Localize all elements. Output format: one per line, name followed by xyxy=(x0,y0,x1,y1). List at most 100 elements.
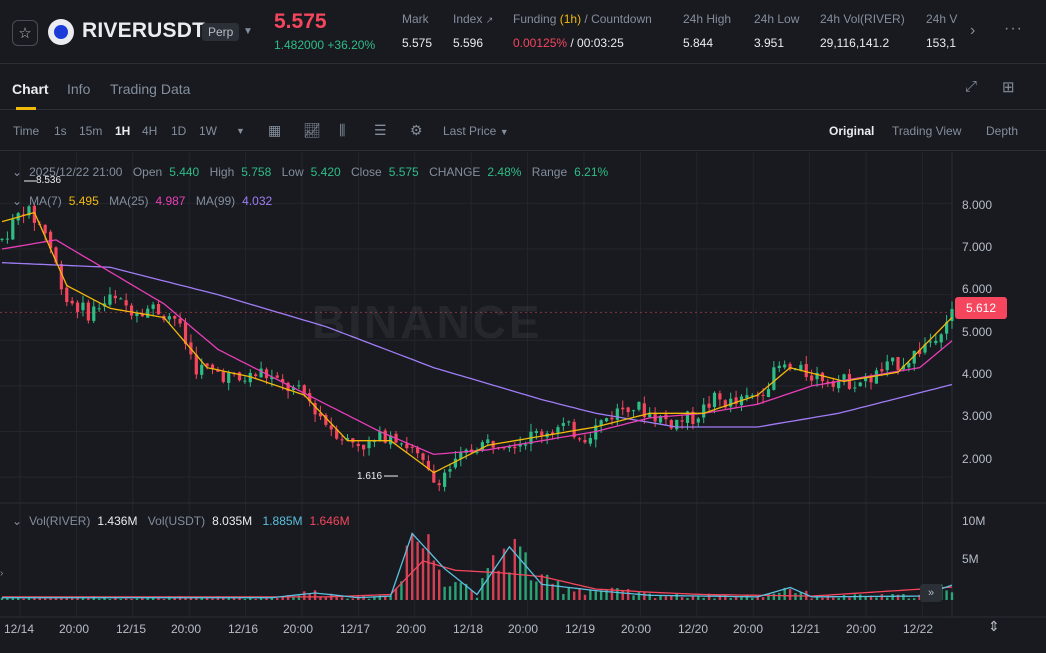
funding-stat: Funding (1h) / Countdown 0.00125% / 00:0… xyxy=(513,12,652,50)
indicator-chart-icon[interactable]: 📈︎ xyxy=(303,122,321,138)
layout-grid-icon[interactable]: ⊞ xyxy=(1002,79,1015,96)
price-type-select[interactable]: Last Price ▼ xyxy=(443,124,509,138)
scroll-to-latest-icon[interactable]: » xyxy=(920,584,942,602)
volume-bar xyxy=(691,596,695,600)
candle-type-icon[interactable]: ⫼ xyxy=(339,122,346,138)
candle-body xyxy=(200,364,204,375)
24h-high-label: 24h High xyxy=(683,12,732,26)
price-change: 1.482000 +36.20% xyxy=(274,38,375,52)
interval-4h[interactable]: 4H xyxy=(142,124,158,138)
candle-body xyxy=(658,415,663,423)
price-tick: 8.000 xyxy=(962,198,993,212)
collapse-icon[interactable]: ⌄ xyxy=(12,165,23,179)
volume-bar xyxy=(562,594,565,600)
candle-body xyxy=(243,380,247,382)
view-original[interactable]: Original xyxy=(829,124,875,138)
expand-icon[interactable]: ⤢ xyxy=(965,78,978,95)
favorite-star-icon[interactable]: ☆ xyxy=(12,20,38,46)
settings-sliders-icon[interactable]: ☰ xyxy=(374,122,387,138)
candle-body xyxy=(270,377,274,380)
volume-bar xyxy=(864,596,867,600)
vol-collapse-icon[interactable]: ⌄ xyxy=(12,514,23,528)
time-tick: 20:00 xyxy=(508,622,539,636)
symbol-dropdown-icon[interactable]: ▼ xyxy=(243,26,253,37)
low-label: Low xyxy=(281,165,304,179)
calendar-icon[interactable]: ▦ xyxy=(268,122,282,138)
candle-body xyxy=(788,363,792,370)
candle-body xyxy=(891,357,895,362)
candle-body xyxy=(156,304,161,315)
ma-legend: ⌄ MA(7) 5.495 MA(25) 4.987 MA(99) 4.032 xyxy=(12,194,279,208)
view-trading-view[interactable]: Trading View xyxy=(892,124,962,138)
candle-body xyxy=(696,418,700,423)
candle-body xyxy=(702,404,706,418)
volume-bar xyxy=(702,597,705,600)
candle-body xyxy=(108,294,112,305)
interval-15m[interactable]: 15m xyxy=(79,124,103,138)
volume-bar xyxy=(297,595,301,600)
candle-body xyxy=(847,373,852,389)
volume-bar xyxy=(718,595,722,600)
gear-icon[interactable]: ⚙ xyxy=(410,122,423,138)
ma-collapse-icon[interactable]: ⌄ xyxy=(12,194,23,208)
volume-bar xyxy=(238,597,241,600)
more-options-icon[interactable]: ··· xyxy=(1004,20,1023,37)
interval-1d[interactable]: 1D xyxy=(171,124,187,138)
ma25-value: 4.987 xyxy=(155,194,186,208)
tab-trading-data[interactable]: Trading Data xyxy=(110,81,191,97)
volume-bar xyxy=(162,598,166,600)
candle-body xyxy=(259,368,263,378)
volume-bar xyxy=(49,597,52,600)
volume-bar xyxy=(794,593,797,600)
candle-body xyxy=(896,357,900,370)
volume-bar xyxy=(0,597,4,600)
volume-bar xyxy=(394,588,398,600)
volume-bar xyxy=(540,574,543,600)
volume-bar xyxy=(886,597,889,600)
price-chart[interactable] xyxy=(0,152,1046,653)
volume-bar xyxy=(491,555,495,600)
volume-bar xyxy=(384,596,387,600)
funding-interval: (1h) xyxy=(559,12,582,26)
candle-body xyxy=(923,344,927,353)
candle-body xyxy=(734,397,738,405)
expand-left-icon[interactable]: › xyxy=(0,568,4,579)
volume-bar xyxy=(11,597,14,600)
volume-bar xyxy=(259,597,263,600)
volume-bar xyxy=(97,598,101,600)
candle-body xyxy=(729,398,733,407)
interval-1s[interactable]: 1s xyxy=(54,124,67,138)
volume-bar xyxy=(70,598,74,600)
candle-body xyxy=(426,460,431,470)
high-annotation: 8.536 xyxy=(36,175,62,186)
tab-info[interactable]: Info xyxy=(67,81,91,97)
auto-scale-icon[interactable]: ⇕ xyxy=(988,618,1000,634)
high-label: High xyxy=(209,165,235,179)
volume-bar xyxy=(589,589,592,600)
candle-body xyxy=(297,385,301,387)
chevron-right-icon[interactable]: › xyxy=(970,22,976,39)
candle-body xyxy=(594,425,598,440)
volume-bar xyxy=(119,598,122,600)
volume-bar xyxy=(432,560,436,600)
index-label-text: Index xyxy=(453,12,483,26)
volume-bar xyxy=(643,592,646,600)
volume-bar xyxy=(281,597,284,600)
volume-bar xyxy=(276,598,279,600)
candle-body xyxy=(146,308,150,318)
candle-body xyxy=(572,421,576,438)
candle-body xyxy=(140,313,144,317)
candle-body xyxy=(227,372,231,383)
change-pct: +36.20% xyxy=(327,38,376,52)
view-depth[interactable]: Depth xyxy=(986,124,1019,138)
index-price-stat[interactable]: Index ↗ 5.596 xyxy=(453,12,493,50)
volume-bar xyxy=(81,597,85,600)
candle-body xyxy=(631,410,636,412)
volume-bar xyxy=(124,598,128,600)
interval-dropdown-icon[interactable]: ▼ xyxy=(236,126,245,136)
interval-1w[interactable]: 1W xyxy=(199,124,217,138)
symbol-name[interactable]: RIVERUSDT xyxy=(82,19,206,42)
interval-1h[interactable]: 1H xyxy=(115,124,131,138)
tab-chart[interactable]: Chart xyxy=(12,81,49,97)
ma7-label: MA(7) xyxy=(29,194,62,208)
